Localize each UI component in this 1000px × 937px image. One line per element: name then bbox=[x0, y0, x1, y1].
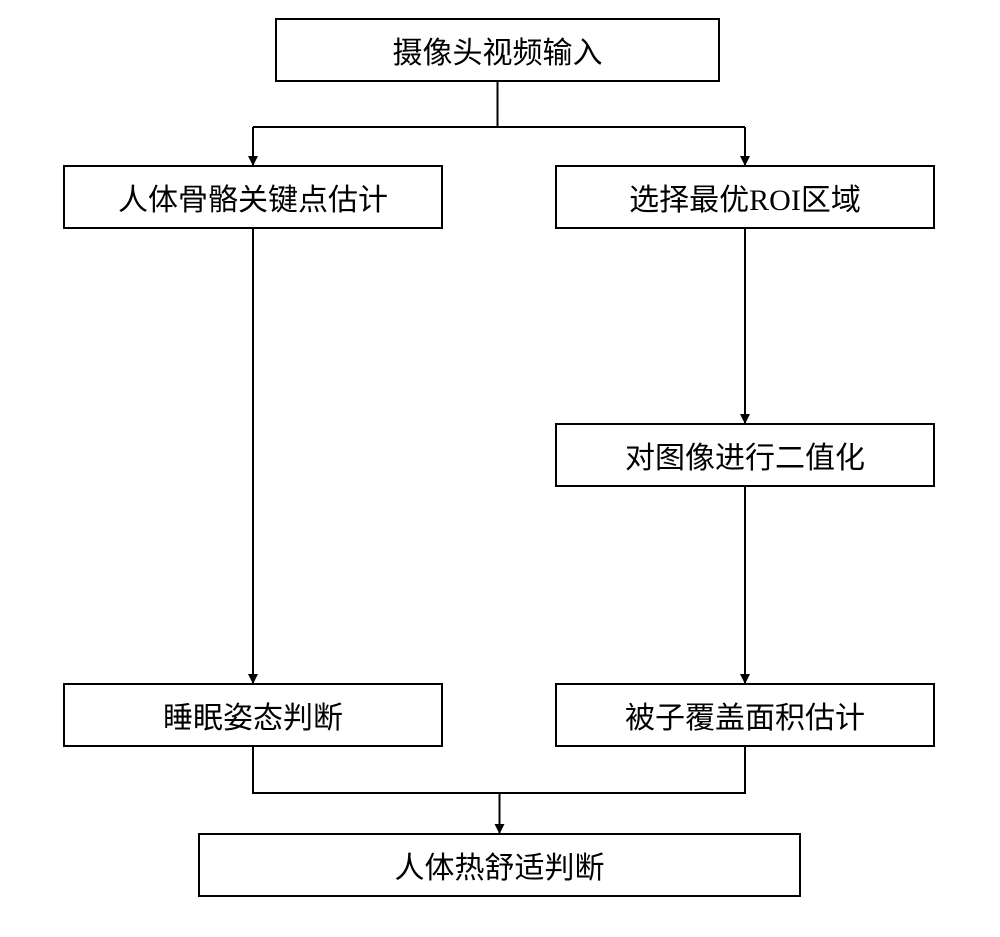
node-input-label: 摄像头视频输入 bbox=[393, 28, 603, 72]
node-cover: 被子覆盖面积估计 bbox=[555, 683, 935, 747]
node-roi-label: 选择最优ROI区域 bbox=[629, 175, 861, 219]
node-binarize-label: 对图像进行二值化 bbox=[625, 433, 865, 477]
node-sleep-label: 睡眠姿态判断 bbox=[163, 693, 343, 737]
node-binarize: 对图像进行二值化 bbox=[555, 423, 935, 487]
node-comfort: 人体热舒适判断 bbox=[198, 833, 801, 897]
node-sleep: 睡眠姿态判断 bbox=[63, 683, 443, 747]
node-roi: 选择最优ROI区域 bbox=[555, 165, 935, 229]
node-skeleton-label: 人体骨骼关键点估计 bbox=[118, 175, 388, 219]
edge-input-split bbox=[253, 82, 745, 127]
edge-merge bbox=[253, 747, 745, 793]
node-comfort-label: 人体热舒适判断 bbox=[395, 843, 605, 887]
node-input: 摄像头视频输入 bbox=[275, 18, 720, 82]
node-skeleton: 人体骨骼关键点估计 bbox=[63, 165, 443, 229]
node-cover-label: 被子覆盖面积估计 bbox=[625, 693, 865, 737]
